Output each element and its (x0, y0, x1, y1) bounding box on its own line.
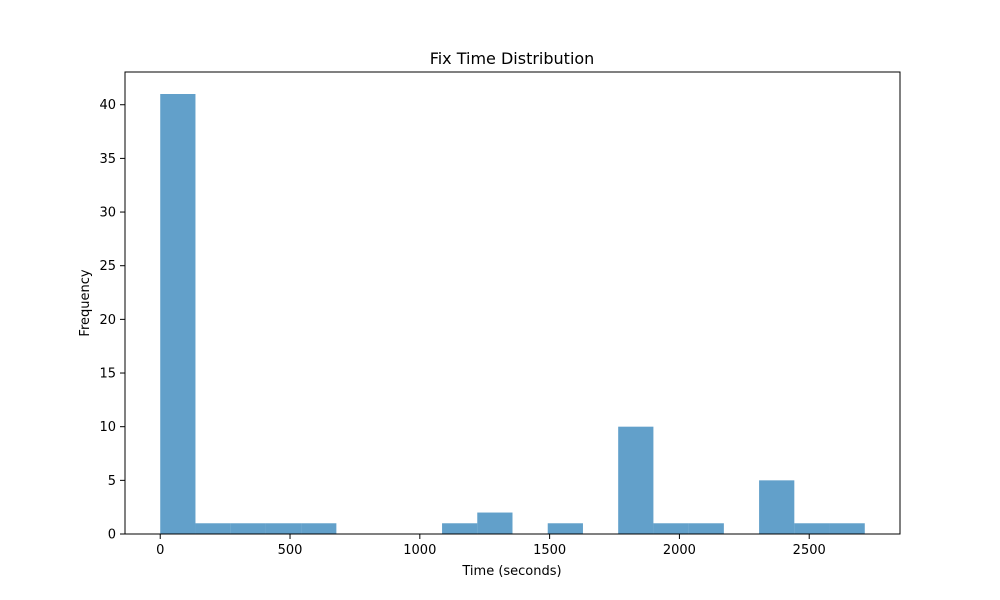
histogram-bar-4 (301, 523, 337, 534)
histogram-bar-19 (829, 523, 865, 534)
histogram-bar-17 (759, 480, 795, 534)
x-tick-label: 1000 (403, 543, 436, 558)
histogram-bar-2 (230, 523, 266, 534)
plot-area-frame (124, 71, 901, 535)
y-tick-label: 20 (99, 313, 116, 328)
histogram-bar-13 (618, 426, 654, 534)
x-tick-label: 0 (156, 543, 164, 558)
x-axis-ticks: 0 500 1000 1500 2000 2500 (156, 534, 826, 558)
histogram-bar-18 (794, 523, 830, 534)
y-tick-label: 0 (108, 528, 116, 543)
y-tick-label: 40 (99, 98, 116, 113)
histogram-bar-15 (688, 523, 724, 534)
x-tick-label: 2000 (663, 543, 696, 558)
y-tick-label: 5 (108, 474, 116, 489)
y-tick-label: 30 (99, 206, 116, 221)
y-tick-label: 10 (99, 420, 116, 435)
y-tick-label: 35 (99, 152, 116, 167)
histogram-bars (160, 94, 865, 534)
y-tick-label: 25 (99, 259, 116, 274)
histogram-bar-0 (160, 94, 196, 534)
x-axis-label: Time (seconds) (461, 564, 561, 579)
x-tick-label: 2500 (793, 543, 826, 558)
histogram-bar-14 (653, 523, 689, 534)
histogram-bar-11 (547, 523, 583, 534)
x-tick-label: 500 (278, 543, 303, 558)
y-axis-ticks: 0 5 10 15 20 25 30 35 40 (99, 98, 125, 543)
x-tick-label: 1500 (533, 543, 566, 558)
histogram-bar-1 (195, 523, 231, 534)
histogram-bar-9 (477, 512, 513, 534)
histogram-bar-3 (265, 523, 302, 534)
y-axis-label: Frequency (78, 269, 93, 336)
histogram-bar-8 (442, 523, 478, 534)
y-tick-label: 15 (99, 367, 116, 382)
chart-title: Fix Time Distribution (430, 49, 595, 68)
